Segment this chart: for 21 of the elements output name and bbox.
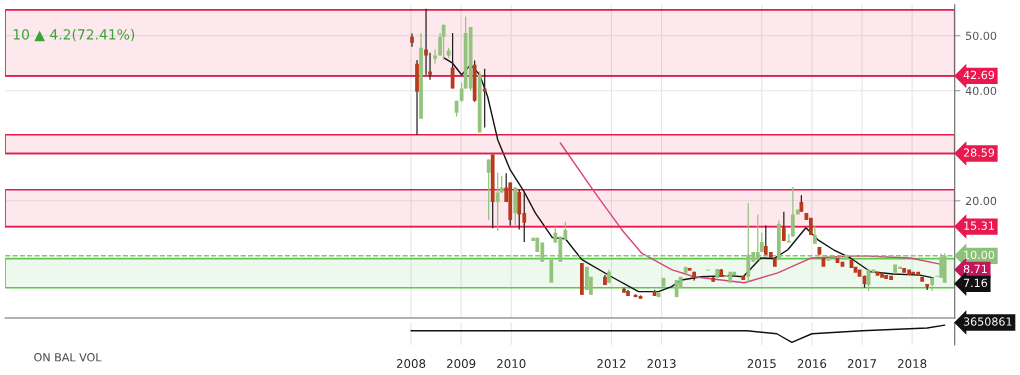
- x-tick-label: 2009: [446, 359, 476, 369]
- text: 3650861: [963, 317, 1012, 326]
- y-tick-label: 20.00: [965, 196, 997, 206]
- y-tick-label: 40.00: [965, 86, 997, 96]
- text: 7.16: [963, 278, 988, 288]
- x-tick-label: 2012: [597, 359, 626, 369]
- text: ON BAL VOL: [34, 353, 102, 362]
- x-tick-label: 2010: [497, 359, 526, 369]
- x-tick-label: 2017: [847, 359, 877, 369]
- x-tick-label: 2015: [747, 359, 776, 369]
- ref-line-label: 10.00: [964, 250, 995, 260]
- text: 8.71: [963, 264, 987, 274]
- y-tick-label: 50.00: [965, 31, 997, 41]
- ref-line-label: 28.59: [963, 148, 995, 157]
- x-tick-label: 2016: [797, 359, 827, 369]
- x-tick-label: 2008: [396, 359, 426, 369]
- x-tick-label: 2018: [897, 359, 927, 369]
- ref-line-label: 42.69: [963, 70, 995, 80]
- text: 10 ▲ 4.2(72.41%): [13, 28, 135, 42]
- x-tick-label: 2013: [647, 359, 676, 369]
- ref-line-label: 15.31: [964, 221, 994, 230]
